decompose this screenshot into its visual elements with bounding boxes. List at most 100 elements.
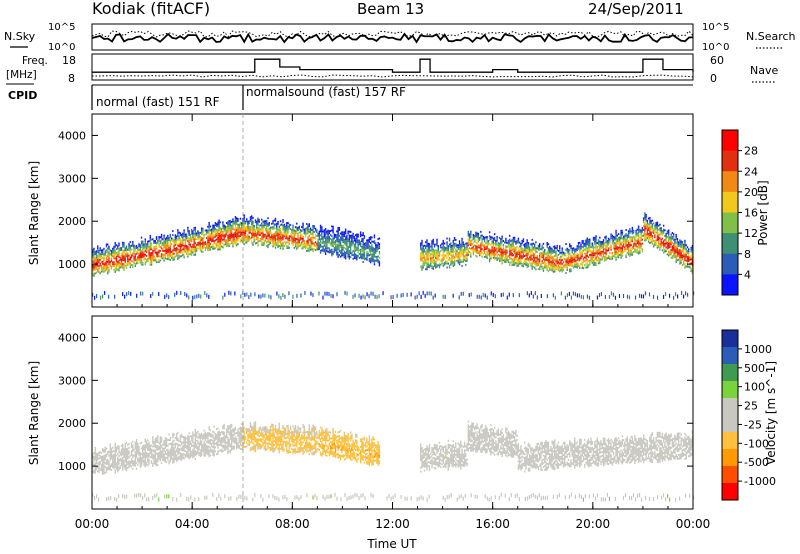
power-ytick-label: 3000	[58, 172, 86, 185]
velocity-band	[242, 421, 318, 456]
x-axis-label: Time UT	[366, 537, 417, 551]
x-tick-label: 12:00	[375, 517, 410, 531]
power-colorbar-swatch	[722, 253, 738, 275]
velocity-panel: Slant Range [km] 1000 2000 3000 4000 00:00 0…	[27, 315, 778, 531]
power-colorbar-tick: 8	[744, 248, 751, 261]
cpid-panel: CPID normal (fast) 151 RF normalsound (f…	[6, 83, 693, 110]
power-band	[467, 230, 561, 273]
nave-tick-low: 0	[710, 72, 717, 85]
power-ylabel: Slant Range [km]	[27, 161, 41, 265]
velocity-colorbar-swatch	[722, 347, 738, 365]
nave-series	[91, 74, 694, 78]
noise-tick-high-left: 10^5	[48, 22, 75, 33]
velocity-ytick-label: 3000	[58, 374, 86, 387]
velocity-colorbar-swatch	[722, 381, 738, 399]
cpid-label: CPID	[8, 89, 37, 102]
velocity-ytick-label: 4000	[58, 331, 86, 344]
velocity-colorbar-tick: 500	[744, 362, 765, 375]
nsearch-label: N.Search	[746, 30, 796, 43]
velocity-band	[317, 426, 381, 467]
power-band	[317, 224, 381, 267]
power-band	[560, 225, 644, 274]
noise-tick-high-right: 10^5	[702, 22, 729, 33]
freq-unit-label: [MHz]	[6, 69, 37, 81]
power-colorbar-swatch	[722, 191, 738, 213]
velocity-colorbar-tick: -1000	[744, 475, 776, 488]
power-colorbar-tick: 12	[744, 227, 758, 240]
velocity-near-range-noise	[92, 492, 695, 502]
freq-tick-low: 8	[68, 72, 75, 85]
velocity-band	[420, 439, 468, 473]
power-colorbar-tick: 28	[744, 145, 758, 158]
power-colorbar-swatch	[722, 171, 738, 193]
power-colorbar-tick: 4	[744, 268, 751, 281]
velocity-colorbar-swatch	[722, 432, 738, 450]
power-colorbar-swatch	[722, 130, 738, 152]
power-band	[167, 216, 244, 262]
velocity-colorbar-tick: -25	[744, 418, 762, 431]
velocity-colorbar-tick: -500	[744, 456, 769, 469]
cpid-mode-2: normalsound (fast) 157 RF	[246, 85, 406, 99]
power-scatter	[92, 212, 695, 300]
nave-tick-high: 60	[710, 54, 724, 67]
power-band	[92, 233, 169, 277]
power-ytick-label: 2000	[58, 215, 86, 228]
freq-tick-high: 18	[62, 54, 76, 67]
velocity-band	[92, 423, 244, 475]
power-colorbar-swatch	[722, 233, 738, 255]
nsky-label: N.Sky	[4, 30, 36, 43]
velocity-colorbar: 1000 500 100 25 -25 -100 -500 -1000	[721, 329, 776, 501]
velocity-colorbar-tick: 1000	[744, 343, 772, 356]
velocity-colorbar-tick: 100	[744, 381, 765, 394]
freq-label: Freq.	[22, 55, 48, 67]
x-tick-label: 20:00	[576, 517, 611, 531]
power-colorbar-tick: 16	[744, 207, 758, 220]
nsky-series	[91, 32, 694, 44]
velocity-colorbar-tick: 25	[744, 400, 758, 413]
nave-label: Nave	[750, 64, 778, 77]
velocity-colorbar-label: Velocity [m s^-1]	[764, 361, 778, 465]
date-title: 24/Sep/2011	[588, 0, 684, 18]
velocity-ytick-label: 2000	[58, 417, 86, 430]
velocity-colorbar-swatch	[722, 449, 738, 467]
power-band	[642, 212, 694, 274]
power-colorbar-swatch	[722, 150, 738, 172]
power-band	[420, 237, 468, 271]
x-tick-label: 08:00	[275, 517, 310, 531]
power-colorbar-label: Power [dB]	[756, 180, 770, 245]
power-colorbar-swatch	[722, 212, 738, 234]
velocity-colorbar-swatch	[722, 330, 738, 348]
velocity-colorbar-swatch	[722, 466, 738, 484]
velocity-colorbar-swatch	[722, 398, 738, 416]
power-colorbar-tick: 24	[744, 165, 758, 178]
x-tick-label: 00:00	[75, 517, 110, 531]
velocity-scatter	[92, 420, 695, 502]
noise-tick-low-left: 10^0	[48, 42, 75, 53]
power-near-range-noise	[92, 290, 695, 300]
x-tick-label: 16:00	[475, 517, 510, 531]
power-colorbar: 28 24 20 16 12 8 4	[721, 129, 758, 296]
noise-tick-low-right: 10^0	[702, 42, 729, 53]
freq-series	[92, 58, 694, 73]
beam-title: Beam 13	[357, 0, 424, 18]
x-tick-label: 00:00	[676, 517, 711, 531]
freq-panel: Freq. [MHz] 18 8 60 0 Nave	[6, 53, 778, 85]
velocity-colorbar-swatch	[722, 483, 738, 501]
velocity-colorbar-tick: -100	[744, 437, 769, 450]
x-tick-label: 04:00	[175, 517, 210, 531]
velocity-colorbar-swatch	[722, 415, 738, 433]
velocity-band	[517, 430, 694, 473]
power-ytick-label: 1000	[58, 258, 86, 271]
velocity-colorbar-swatch	[722, 364, 738, 382]
noise-panel: N.Sky 10^5 10^0 10^5 10^0 N.Search	[4, 22, 796, 53]
nsearch-series	[91, 30, 694, 38]
power-band	[242, 214, 318, 253]
power-panel: Slant Range [km] 1000 2000 3000 4000 28 24 20…	[27, 113, 770, 308]
cpid-mode-1: normal (fast) 151 RF	[96, 95, 220, 109]
power-colorbar-tick: 20	[744, 186, 758, 199]
power-ytick-label: 4000	[58, 129, 86, 142]
velocity-band	[467, 420, 518, 458]
power-colorbar-swatch	[722, 274, 738, 296]
velocity-ylabel: Slant Range [km]	[27, 361, 41, 465]
